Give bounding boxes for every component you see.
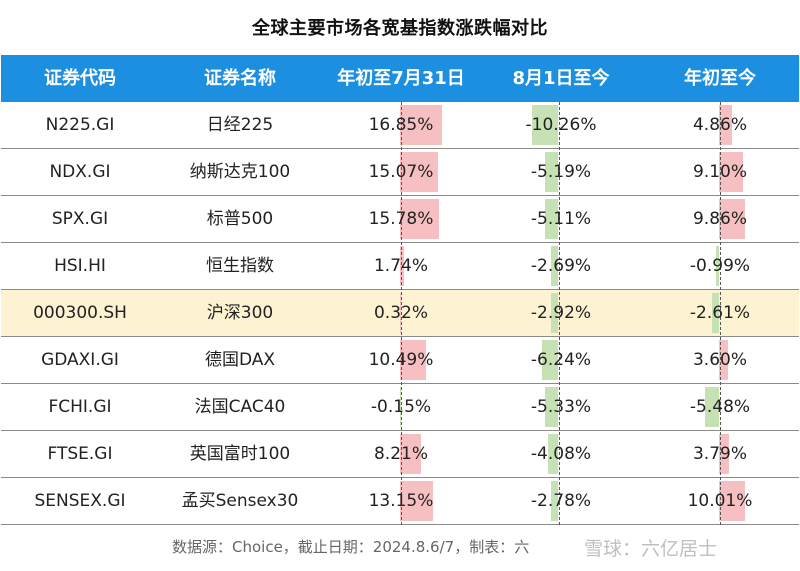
cell-name: 恒生指数 [206,256,274,276]
cell-code: HSI.HI [54,256,106,276]
cell-aug1-now: -5.11% [530,209,592,229]
cell-ytd: 10.01% [687,491,753,511]
cell-code: FTSE.GI [47,444,113,464]
watermark: 雪球：六亿居士 [584,538,718,560]
table-row: GDAXI.GI 德国DAX 10.49% -6.24% 3.60% [1,337,799,384]
cell-name: 沪深300 [206,303,274,323]
cell-aug1-now: -5.19% [530,162,592,182]
cell-ytd-jul31: 0.32% [373,303,428,323]
cell-ytd-jul31: 10.49% [368,350,434,370]
bar-aug1-now [550,293,558,333]
bar-ytd [719,105,732,145]
table-row: SENSEX.GI 孟买Sensex30 13.15% -2.78% 10.01% [1,478,799,525]
bar-ytd-jul31 [399,387,401,427]
zero-axis-ytd [720,102,721,525]
table-row: FTSE.GI 英国富时100 8.21% -4.08% 3.79% [1,431,799,478]
bar-ytd [719,434,729,474]
header-ytd: 年初至今 [684,68,756,89]
cell-code: 000300.SH [33,303,127,323]
bar-aug1-now [532,105,558,145]
bar-ytd [719,481,746,521]
cell-ytd-jul31: -0.15% [370,397,432,417]
cell-code: NDX.GI [49,162,111,182]
cell-ytd-jul31: 16.85% [368,115,434,135]
cell-ytd: 4.86% [692,115,747,135]
table-header: 证券代码 证券名称 年初至7月31日 8月1日至今 年初至今 [1,55,799,102]
header-aug1-now: 8月1日至今 [512,68,610,89]
bar-ytd-jul31 [400,340,427,380]
source-note: 数据源：Choice，截止日期：2024.8.6/7，制表：六 [172,538,530,556]
cell-name: 标普500 [206,209,274,229]
cell-name: 英国富时100 [189,444,291,464]
table-row: HSI.HI 恒生指数 1.74% -2.69% -0.99% [1,243,799,290]
bar-ytd-jul31 [400,199,440,239]
cell-name: 纳斯达克100 [189,162,291,182]
cell-ytd-jul31: 15.07% [368,162,434,182]
cell-aug1-now: -2.92% [530,303,592,323]
zero-axis-ytd-jul31 [401,102,402,525]
cell-aug1-now: -5.33% [530,397,592,417]
cell-aug1-now: -6.24% [530,350,592,370]
cell-code: N225.GI [45,115,115,135]
table-row: NDX.GI 纳斯达克100 15.07% -5.19% 9.10% [1,149,799,196]
bar-ytd [719,199,745,239]
zero-axis-aug1-now [559,102,560,525]
cell-ytd-jul31: 15.78% [368,209,434,229]
bar-aug1-now [545,152,558,192]
cell-ytd: 3.60% [692,350,747,370]
cell-aug1-now: -2.78% [530,491,592,511]
bar-ytd-jul31 [400,105,443,145]
cell-ytd: 9.86% [692,209,747,229]
cell-code: FCHI.GI [48,397,112,417]
cell-aug1-now: -4.08% [530,444,592,464]
bar-aug1-now [551,246,558,286]
cell-aug1-now: -2.69% [530,256,592,276]
bar-aug1-now [544,387,558,427]
cell-ytd-jul31: 8.21% [373,444,428,464]
bar-ytd-jul31 [400,481,433,521]
header-name: 证券名称 [204,68,276,89]
cell-name: 德国DAX [204,350,276,370]
chart-title: 全球主要市场各宽基指数涨跌幅对比 [252,18,548,39]
cell-name: 法国CAC40 [194,397,286,417]
bar-ytd-jul31 [400,246,405,286]
bar-ytd [716,246,719,286]
cell-name: 日经225 [206,115,274,135]
cell-ytd: -0.99% [689,256,751,276]
header-code: 证券代码 [44,68,116,89]
cell-code: SENSEX.GI [34,491,126,511]
cell-ytd: 9.10% [692,162,747,182]
bar-ytd [704,387,719,427]
bar-aug1-now [551,481,558,521]
cell-name: 孟买Sensex30 [181,491,299,511]
cell-ytd-jul31: 13.15% [368,491,434,511]
cell-ytd: -5.48% [689,397,751,417]
header-ytd-jul31: 年初至7月31日 [337,68,465,89]
cell-code: SPX.GI [51,209,109,229]
table-row: FCHI.GI 法国CAC40 -0.15% -5.33% -5.48% [1,384,799,431]
bar-ytd-jul31 [400,152,438,192]
bar-ytd-jul31 [400,293,401,333]
cell-ytd-jul31: 1.74% [373,256,428,276]
table-body: N225.GI 日经225 16.85% -10.26% 4.86% NDX.GI 纳斯达克… [1,102,799,525]
table-row: 000300.SH 沪深300 0.32% -2.92% -2.61% [1,290,799,337]
bar-aug1-now [545,199,558,239]
cell-ytd: -2.61% [689,303,751,323]
bar-ytd [719,152,743,192]
bar-ytd [719,340,729,380]
bar-ytd [712,293,719,333]
table-row: SPX.GI 标普500 15.78% -5.11% 9.86% [1,196,799,243]
table-row: N225.GI 日经225 16.85% -10.26% 4.86% [1,102,799,149]
bar-aug1-now [542,340,558,380]
cell-ytd: 3.79% [692,444,747,464]
cell-code: GDAXI.GI [41,350,119,370]
comparison-table: 证券代码 证券名称 年初至7月31日 8月1日至今 年初至今 N225.GI 日经… [1,55,799,525]
bar-aug1-now [547,434,558,474]
cell-aug1-now: -10.26% [525,115,597,135]
bar-ytd-jul31 [400,434,421,474]
